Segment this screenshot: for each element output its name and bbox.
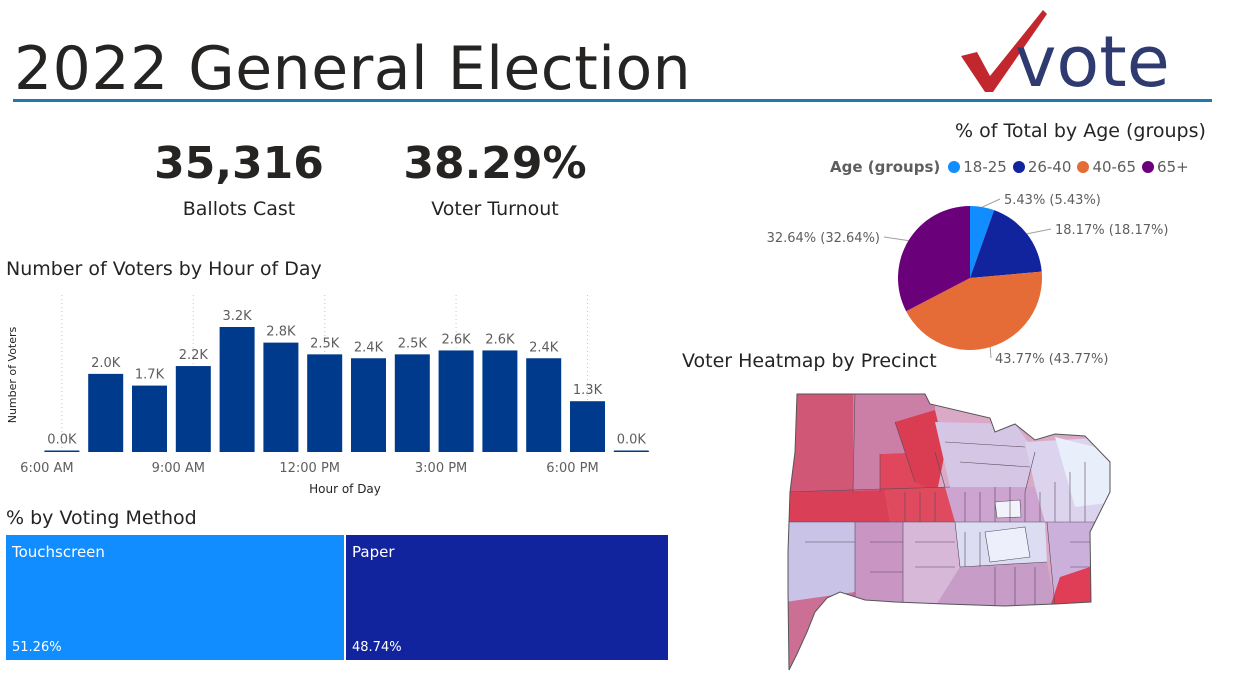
pie-data-label: 32.64% (32.64%) [767,231,880,246]
pie-slice[interactable] [906,271,1042,351]
bar[interactable] [394,354,430,452]
x-tick-label: 3:00 PM [415,461,467,476]
page-title: 2022 General Election [14,34,692,104]
title-underline [13,99,1212,102]
precinct[interactable] [935,422,1035,492]
legend-item-26-40[interactable]: 26-40 [1012,158,1072,176]
legend-title: Age (groups) [830,158,941,176]
pie-chart-title: % of Total by Age (groups) [955,120,1206,142]
legend-dot-65-plus [1142,161,1155,173]
legend-label-18-25: 18-25 [963,158,1007,176]
precinct[interactable] [785,490,890,522]
bar-data-label: 0.0K [47,433,77,448]
precinct[interactable] [903,522,960,607]
bar-data-label: 2.5K [398,336,428,351]
legend-dot-40-65 [1077,161,1090,173]
x-tick-label: 6:00 AM [20,461,73,476]
precinct[interactable] [1050,567,1095,607]
pie-leader-line [982,198,1001,208]
logo-text: vote [1015,21,1170,103]
precinct[interactable] [785,522,855,602]
bar-data-label: 2.6K [441,332,471,347]
bar-data-label: 0.0K [617,433,647,448]
bar[interactable] [175,366,211,452]
precinct[interactable] [785,592,855,672]
county-outline [787,393,1111,671]
pie-leader-line [883,236,909,242]
pie-slice[interactable] [970,210,1042,278]
bar[interactable] [132,385,167,452]
precinct[interactable] [855,522,905,602]
treemap-value-paper: 48.74% [352,640,402,655]
pie-leader-line [1026,228,1052,235]
precinct-regions [785,392,1110,672]
bar-data-label: 2.8K [266,325,296,340]
pie-data-label: 5.43% (5.43%) [1004,193,1101,208]
age-legend: Age (groups) 18-25 26-40 40-65 65+ [830,158,1195,176]
bar-data-label: 2.0K [91,356,121,371]
legend-dot-26-40 [1012,161,1025,173]
bar[interactable] [263,342,299,452]
voter-turnout-label: Voter Turnout [431,198,559,220]
ballots-cast-label: Ballots Cast [182,198,296,220]
bar[interactable] [482,350,518,452]
legend-item-40-65[interactable]: 40-65 [1077,158,1136,176]
bar[interactable] [526,358,562,452]
treemap-label-paper: Paper [352,543,395,561]
precinct[interactable] [895,410,945,492]
precinct-borders [788,394,1110,608]
bar-data-label: 2.2K [179,348,209,363]
bar[interactable] [307,354,343,452]
bar[interactable] [570,401,605,452]
bar-data-label: 3.2K [222,309,252,324]
voters-by-hour-chart[interactable]: Number of Voters 0.0K 2.0K 1.7K 2.2K 3.2K 2.8K… [0,290,670,505]
pie-data-label: 18.17% (18.17%) [1055,223,1168,238]
bar[interactable] [438,350,474,452]
x-tick-label: 9:00 AM [152,461,205,476]
pie-leader-line [989,347,992,359]
y-axis-label: Number of Voters [6,326,19,423]
legend-label-26-40: 26-40 [1027,158,1072,176]
checkmark-icon [961,10,1047,92]
vote-logo: vote [961,10,1170,103]
bar-data-label: 2.4K [354,340,384,355]
bar[interactable] [88,373,124,452]
pie-slice[interactable] [970,206,995,278]
bar-chart-title: Number of Voters by Hour of Day [6,258,322,280]
x-tick-label: 12:00 PM [279,461,340,476]
precinct[interactable] [995,500,1021,518]
treemap-label-touchscreen: Touchscreen [12,543,105,561]
bar-data-label: 1.3K [573,383,603,398]
treemap-cell-touchscreen[interactable]: Touchscreen 51.26% [6,535,344,660]
ballots-cast-value: 35,316 [154,138,324,189]
bar-data-label: 2.6K [485,332,515,347]
map-title: Voter Heatmap by Precinct [682,350,937,372]
x-axis-label: Hour of Day [309,482,381,496]
treemap-cell-paper[interactable]: Paper 48.74% [346,535,668,660]
bar-data-label: 2.5K [310,336,340,351]
treemap-title: % by Voting Method [6,507,197,529]
x-tick-label: 6:00 PM [546,461,598,476]
legend-label-40-65: 40-65 [1092,158,1137,176]
bar[interactable] [613,450,649,453]
legend-label-65-plus: 65+ [1157,158,1189,176]
voting-method-treemap[interactable]: Touchscreen 51.26% Paper 48.74% [6,535,668,660]
legend-dot-18-25 [948,161,961,173]
legend-item-18-25[interactable]: 18-25 [948,158,1007,176]
bar[interactable] [351,358,386,452]
pie-slice[interactable] [898,206,970,312]
precinct-heatmap[interactable] [785,392,1115,672]
pie-data-label: 43.77% (43.77%) [995,352,1108,367]
legend-item-65-plus[interactable]: 65+ [1142,158,1189,176]
bar-data-label: 2.4K [529,340,559,355]
age-pie-chart[interactable]: 5.43% (5.43%) 18.17% (18.17%) 43.77% (43.7… [740,180,1210,380]
bar[interactable] [219,327,255,452]
treemap-value-touchscreen: 51.26% [12,640,62,655]
bar[interactable] [44,450,80,453]
precinct[interactable] [985,527,1030,562]
voter-turnout-value: 38.29% [403,138,587,189]
precinct[interactable] [785,392,855,492]
bar-data-label: 1.7K [135,368,165,383]
